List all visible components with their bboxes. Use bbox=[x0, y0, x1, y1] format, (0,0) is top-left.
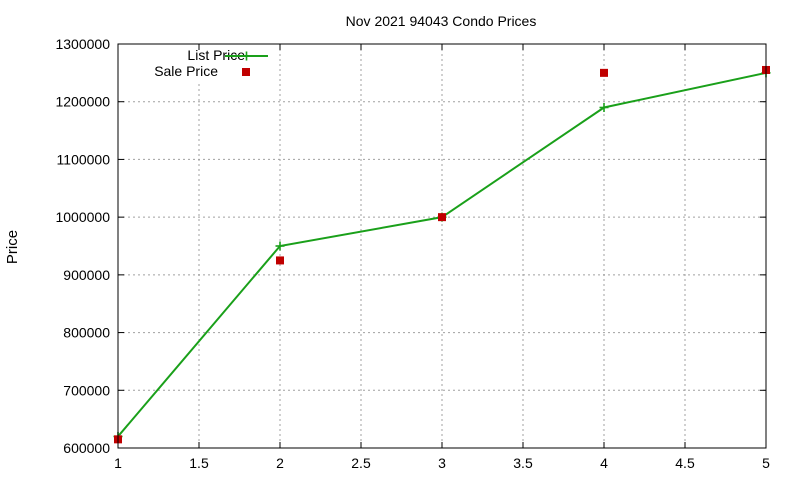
legend-label-list-price: List Price bbox=[187, 47, 245, 63]
y-tick-label: 800000 bbox=[63, 325, 110, 341]
grid-layer bbox=[118, 44, 766, 448]
x-tick-label: 2 bbox=[276, 455, 284, 471]
y-tick-label: 600000 bbox=[63, 440, 110, 456]
x-tick-label: 4.5 bbox=[675, 455, 695, 471]
y-tick-label: 1300000 bbox=[55, 36, 110, 52]
y-tick-label: 700000 bbox=[63, 382, 110, 398]
legend-swatch-sale-price bbox=[242, 68, 250, 76]
x-tick-label: 3.5 bbox=[513, 455, 533, 471]
y-tick-label: 1000000 bbox=[55, 209, 110, 225]
x-tick-label: 2.5 bbox=[351, 455, 371, 471]
sale-price-point bbox=[276, 256, 284, 265]
x-tick-label: 1 bbox=[114, 455, 122, 471]
x-tick-label: 4 bbox=[600, 455, 608, 471]
legend-swatch-list-price-marker bbox=[242, 51, 251, 61]
list-price-point bbox=[275, 241, 285, 251]
sale-price-point bbox=[600, 68, 608, 77]
y-axis-label: Price bbox=[4, 230, 21, 264]
y-tick-label: 900000 bbox=[63, 267, 110, 283]
legend-label-sale-price: Sale Price bbox=[154, 63, 218, 79]
x-tick-label: 3 bbox=[438, 455, 446, 471]
legend: List Price Sale Price bbox=[154, 47, 268, 79]
y-tick-label: 1200000 bbox=[55, 94, 110, 110]
chart-title: Nov 2021 94043 Condo Prices bbox=[346, 13, 537, 29]
tick-layer: 1 1.5 2 2.5 3 3.5 4 4.5 5 600000 700000 800000 90000… bbox=[55, 36, 770, 471]
plot-frame bbox=[117, 43, 767, 449]
list-price-point bbox=[599, 102, 609, 112]
x-tick-label: 5 bbox=[762, 455, 770, 471]
sale-price-point bbox=[438, 213, 446, 222]
y-tick-label: 1100000 bbox=[57, 151, 111, 167]
x-tick-label: 1.5 bbox=[189, 455, 209, 471]
